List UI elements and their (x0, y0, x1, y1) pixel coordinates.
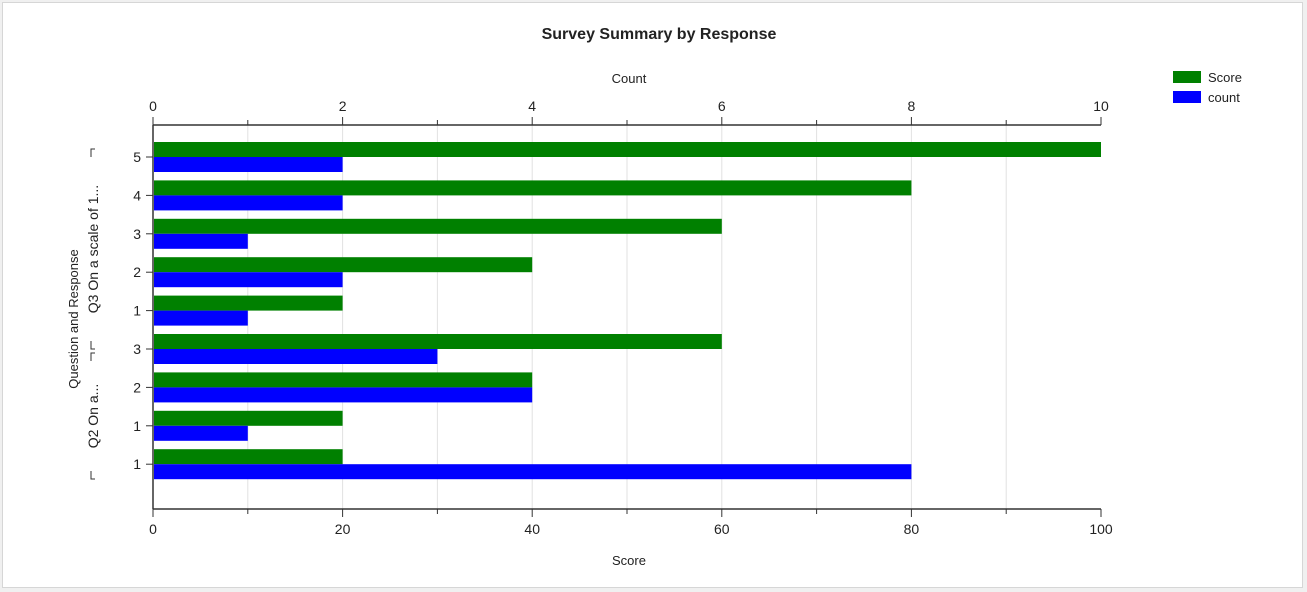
y-tick-label: 4 (133, 187, 141, 203)
bar-score (154, 295, 343, 311)
bar-count (154, 195, 343, 211)
y-group-label: Q3 On a scale of 1... (85, 185, 101, 313)
bar-score (154, 142, 1101, 157)
legend-swatch (1173, 91, 1201, 103)
x-top-tick-label: 2 (339, 98, 347, 114)
y-tick-label: 3 (133, 341, 141, 357)
x-bottom-tick-label: 60 (714, 521, 730, 537)
bar-score (154, 334, 722, 349)
x-bottom-tick-label: 80 (904, 521, 920, 537)
axes (146, 117, 1102, 517)
y-group-bracket (90, 148, 95, 350)
bar-count (154, 349, 438, 364)
y-tick-label: 1 (133, 303, 141, 319)
legend: Score count (1173, 70, 1242, 105)
y-tick-label: 1 (133, 456, 141, 472)
bar-count (154, 464, 912, 480)
y-group-bracket (90, 352, 95, 480)
x-bottom-tick-label: 40 (524, 521, 540, 537)
y-tick-label: 2 (133, 264, 141, 280)
bar-count (154, 157, 343, 172)
x-top-tick-label: 10 (1093, 98, 1109, 114)
bar-score (154, 218, 722, 234)
legend-label: Score (1208, 70, 1242, 85)
bar-chart: Survey Summary by Response Count Score 5… (66, 26, 1242, 568)
bars (154, 142, 1101, 480)
bar-score (154, 410, 343, 426)
bar-count (154, 310, 248, 326)
bar-score (154, 180, 912, 196)
bar-score (154, 449, 343, 465)
y-tick-label: 1 (133, 418, 141, 434)
bar-score (154, 372, 533, 388)
x-top-tick-label: 6 (718, 98, 726, 114)
y-group-label: Q2 On a... (85, 384, 101, 449)
bar-count (154, 272, 343, 288)
x-axis-bottom-label: Score (612, 553, 646, 568)
x-top-tick-label: 8 (908, 98, 916, 114)
legend-swatch (1173, 71, 1201, 83)
x-bottom-tick-label: 0 (149, 521, 157, 537)
y-axis-labels: Question and Response Q2 On a... Q3 On a s… (66, 148, 101, 480)
legend-label: count (1208, 90, 1240, 105)
x-top-tick-label: 0 (149, 98, 157, 114)
bar-count (154, 387, 533, 403)
y-axis-title: Question and Response (66, 249, 81, 388)
x-bottom-tick-label: 100 (1089, 521, 1113, 537)
y-tick-label: 5 (133, 149, 141, 165)
chart-title: Survey Summary by Response (542, 26, 777, 43)
bar-score (154, 257, 533, 273)
x-top-tick-label: 4 (528, 98, 536, 114)
x-axis-top-label: Count (612, 71, 647, 86)
x-bottom-tick-label: 20 (335, 521, 351, 537)
y-tick-label: 3 (133, 226, 141, 242)
bar-count (154, 233, 248, 249)
bar-count (154, 425, 248, 441)
y-tick-label: 2 (133, 379, 141, 395)
